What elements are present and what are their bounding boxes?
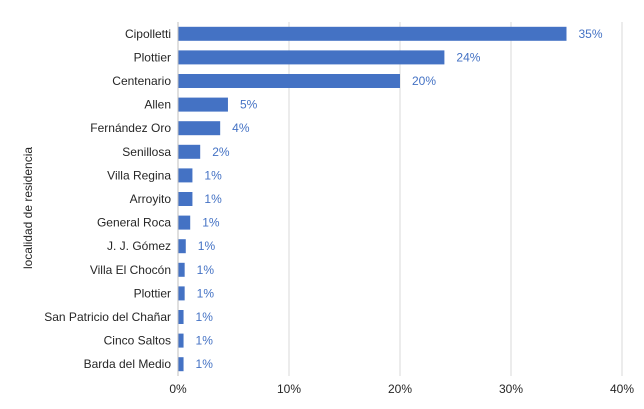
bar-2 [178, 74, 400, 88]
category-label-12: San Patricio del Chañar [44, 310, 171, 324]
category-label-5: Senillosa [122, 145, 171, 159]
category-labels: Cipolletti Plottier Centenario Allen Fernánd… [44, 27, 171, 371]
bar-10 [178, 262, 185, 277]
category-label-3: Allen [144, 98, 171, 112]
category-label-6: Villa Regina [107, 168, 171, 182]
category-label-13: Cinco Saltos [104, 334, 171, 348]
data-label-8: 1% [202, 216, 220, 230]
bar-0 [178, 26, 567, 41]
x-tick-label-2: 20% [388, 382, 412, 396]
data-label-7: 1% [204, 192, 222, 206]
category-label-10: Villa El Chocón [90, 263, 171, 277]
x-tick-label-4: 40% [610, 382, 634, 396]
x-tick-label-1: 10% [277, 382, 301, 396]
data-label-6: 1% [204, 168, 222, 182]
category-label-7: Arroyito [130, 192, 172, 206]
data-label-11: 1% [197, 286, 215, 300]
y-axis-title: localidad de residencia [21, 147, 35, 269]
bar-6 [178, 168, 193, 183]
category-label-1: Plottier [134, 50, 171, 64]
data-label-5: 2% [212, 145, 230, 159]
data-label-3: 5% [240, 98, 258, 112]
bar-11 [178, 286, 185, 301]
data-label-1: 24% [456, 50, 480, 64]
data-labels: 35% 24% 20% 5% 4%2% 1% 1% 1% 1% 1% 1% 1% 1% 1% [196, 27, 603, 371]
category-label-14: Barda del Medio [84, 357, 172, 371]
bar-9 [178, 239, 186, 254]
data-label-9: 1% [198, 239, 216, 253]
data-label-12: 1% [196, 310, 214, 324]
bar-12 [178, 310, 184, 324]
data-label-0: 35% [579, 27, 603, 41]
category-label-4: Fernández Oro [90, 121, 171, 135]
data-label-13: 1% [196, 334, 214, 348]
bar-14 [178, 357, 184, 372]
data-label-2: 20% [412, 74, 436, 88]
data-label-4: 4% [232, 121, 250, 135]
category-label-0: Cipolletti [125, 27, 171, 41]
x-tick-labels: 0% 10% 20% 30% 40% [169, 382, 634, 396]
data-label-10: 1% [197, 263, 215, 277]
x-tick-label-0: 0% [169, 382, 187, 396]
bar-4 [178, 121, 221, 136]
bar-1 [178, 50, 445, 65]
bar-5 [178, 144, 201, 159]
category-label-11: Plottier [134, 286, 171, 300]
bars [178, 26, 567, 372]
bar-13 [178, 333, 184, 348]
category-label-9: J. J. Gómez [107, 239, 171, 253]
x-tick-label-3: 30% [499, 382, 523, 396]
category-label-8: General Roca [97, 216, 171, 230]
data-label-14: 1% [196, 357, 214, 371]
bar-3 [178, 97, 228, 112]
bar-8 [178, 215, 191, 230]
category-label-2: Centenario [112, 74, 171, 88]
bar-7 [178, 192, 193, 206]
